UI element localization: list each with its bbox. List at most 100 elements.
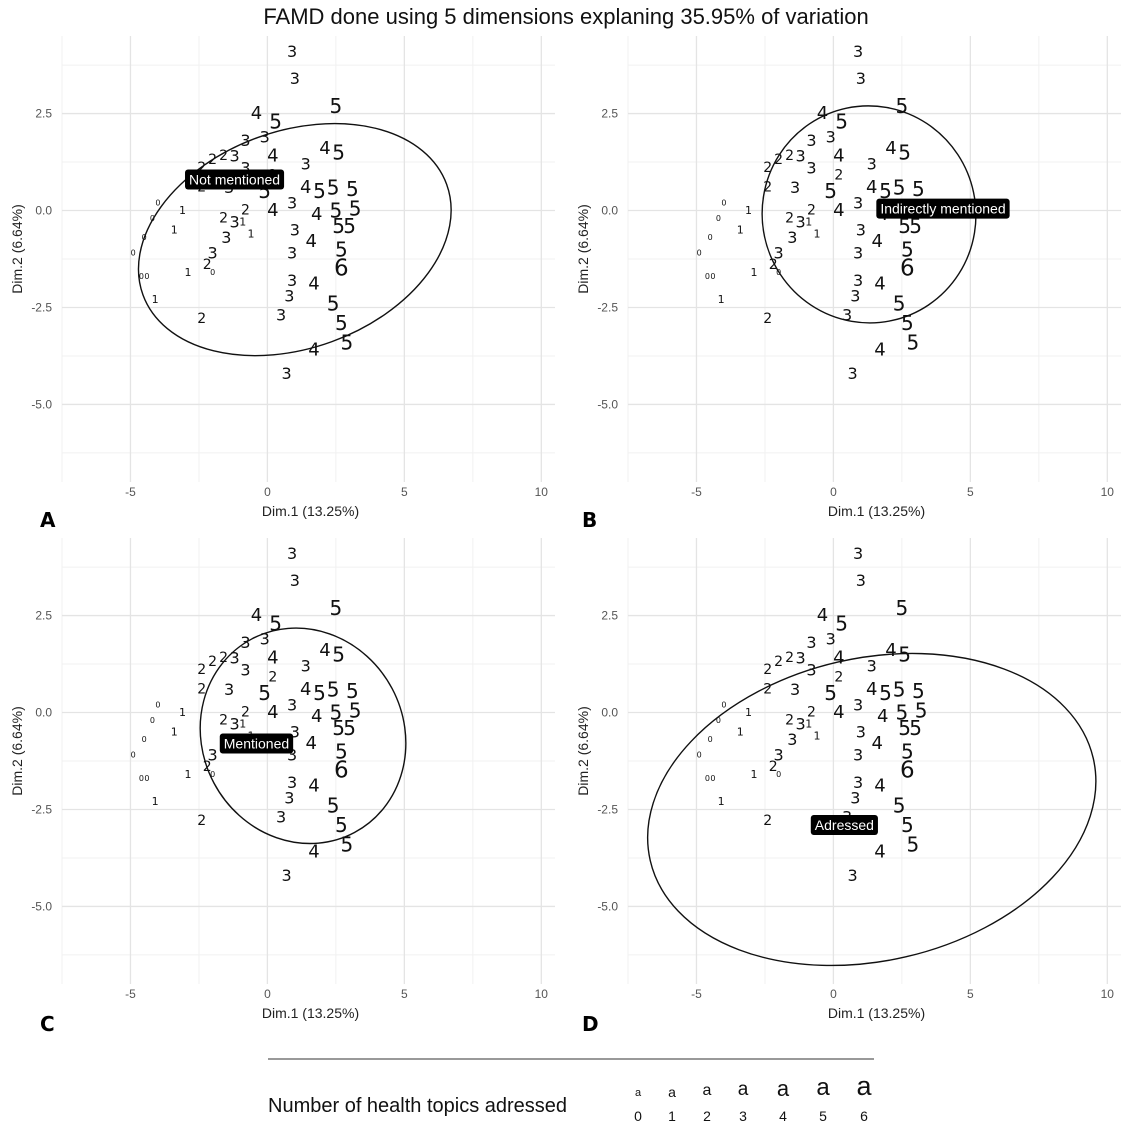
data-point: 4 <box>833 200 844 221</box>
data-point: 4 <box>311 204 322 225</box>
x-tick-label: 10 <box>535 485 549 499</box>
data-point: 1 <box>171 223 178 236</box>
data-point: 2 <box>268 670 277 686</box>
data-point: 6 <box>900 256 915 282</box>
x-axis-label: Dim.1 (13.25%) <box>828 1005 925 1021</box>
data-point: 1 <box>813 227 820 240</box>
data-point: 6 <box>900 758 915 784</box>
y-tick-label: 0.0 <box>35 204 52 218</box>
data-point: 3 <box>842 306 852 325</box>
legend-key-label: 6 <box>860 1108 868 1124</box>
data-point: 4 <box>817 605 828 626</box>
y-tick-label: 0.0 <box>35 706 52 720</box>
data-point: 0 <box>150 214 155 223</box>
data-point: 4 <box>874 842 885 863</box>
data-point: 2 <box>763 662 772 678</box>
data-point: 2 <box>241 705 250 721</box>
data-point: 5 <box>909 716 922 740</box>
data-point: 3 <box>287 746 297 765</box>
data-point: 4 <box>872 733 883 754</box>
legend-key-glyph: a <box>856 1071 872 1101</box>
data-point: 3 <box>853 244 863 263</box>
y-tick-label: 2.5 <box>35 107 52 121</box>
data-point: 3 <box>795 213 805 232</box>
x-tick-label: 5 <box>401 485 408 499</box>
data-point: 0 <box>131 751 136 760</box>
data-point: 1 <box>179 204 186 217</box>
data-point: 0 <box>131 249 136 258</box>
data-point: 3 <box>287 544 297 563</box>
data-point: 4 <box>300 679 311 700</box>
data-point: 3 <box>853 544 863 563</box>
data-point: 2 <box>197 662 206 678</box>
data-point: 3 <box>850 286 860 305</box>
data-point: 5 <box>349 197 362 221</box>
data-point: 3 <box>240 158 250 177</box>
data-point: 5 <box>835 611 848 635</box>
panel-letter-c: C <box>40 1012 55 1036</box>
data-point: 3 <box>276 306 286 325</box>
y-tick-label: -2.5 <box>31 300 52 314</box>
x-tick-label: 0 <box>830 987 837 1001</box>
data-point: 3 <box>867 154 877 173</box>
data-point: 2 <box>769 257 778 273</box>
y-tick-label: -5.0 <box>597 397 618 411</box>
data-point: 0 <box>776 770 781 779</box>
data-point: 5 <box>879 681 892 705</box>
data-point: 3 <box>287 244 297 263</box>
data-point: 5 <box>332 716 345 740</box>
data-point: 1 <box>805 718 812 731</box>
data-point: 5 <box>332 642 345 666</box>
data-point: 0 <box>144 272 149 281</box>
data-point: 4 <box>306 733 317 754</box>
data-point: 1 <box>239 216 246 229</box>
legend-key-glyph: a <box>668 1084 676 1100</box>
data-point: 4 <box>885 138 896 159</box>
data-point: 1 <box>805 216 812 229</box>
data-point: 4 <box>267 648 278 669</box>
data-point: 0 <box>155 198 160 207</box>
data-point: 3 <box>284 788 294 807</box>
y-tick-label: 2.5 <box>35 609 52 623</box>
data-point: 0 <box>697 751 702 760</box>
data-point: 0 <box>716 214 721 223</box>
data-point: 6 <box>334 758 349 784</box>
data-point: 4 <box>251 605 262 626</box>
x-tick-label: 10 <box>535 987 549 1001</box>
data-point: 2 <box>197 311 206 327</box>
x-axis-label: Dim.1 (13.25%) <box>262 503 359 519</box>
data-point: 4 <box>308 842 319 863</box>
data-point: 5 <box>906 832 919 856</box>
data-point: 2 <box>834 670 843 686</box>
x-axis-label: Dim.1 (13.25%) <box>828 503 925 519</box>
data-point: 5 <box>824 681 837 705</box>
confidence-ellipse <box>646 652 1097 967</box>
data-point: 5 <box>879 179 892 203</box>
data-point: 1 <box>737 725 744 738</box>
data-point: 5 <box>346 679 359 703</box>
data-point: 4 <box>885 640 896 661</box>
data-point: 5 <box>335 237 348 261</box>
data-point: 2 <box>208 654 217 670</box>
data-point: 3 <box>826 127 836 146</box>
data-point: 5 <box>332 140 345 164</box>
data-point: 2 <box>785 210 794 226</box>
data-point: 2 <box>774 152 783 168</box>
data-point: 2 <box>219 210 228 226</box>
legend-key-glyph: a <box>737 1079 749 1100</box>
data-point: 4 <box>267 702 278 723</box>
data-point: 5 <box>898 214 911 238</box>
data-point: 0 <box>708 735 713 744</box>
data-point: 5 <box>896 596 909 620</box>
data-point: 3 <box>790 680 800 699</box>
data-point: 4 <box>872 231 883 252</box>
data-point: 5 <box>901 813 914 837</box>
y-axis-label: Dim.2 (6.64%) <box>575 706 591 795</box>
data-point: 5 <box>343 214 356 238</box>
data-point: 5 <box>330 94 343 118</box>
data-point: 5 <box>901 237 914 261</box>
data-point: 3 <box>287 271 297 290</box>
legend-key-label: 4 <box>779 1108 787 1124</box>
data-point: 3 <box>229 649 239 668</box>
